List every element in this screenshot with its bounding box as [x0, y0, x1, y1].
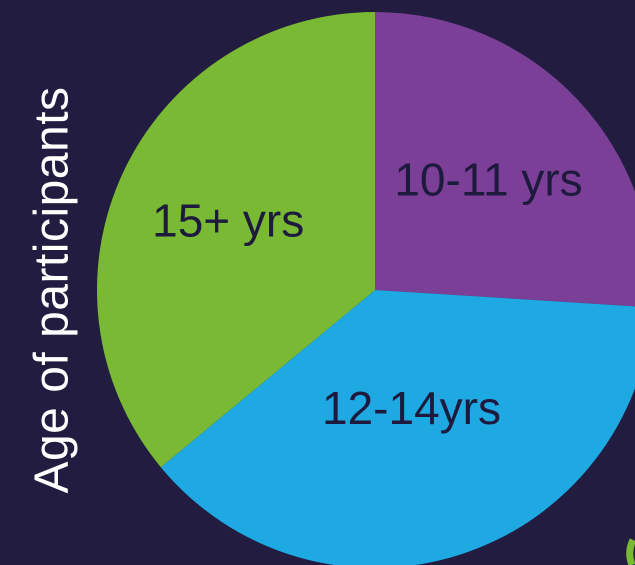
slice-label-1: 10-11 yrs — [394, 154, 582, 206]
slice-label-3: 15+ yrs — [152, 195, 304, 247]
pie-slice-2 — [160, 290, 635, 565]
decorative-arc — [626, 538, 635, 565]
pie-slice-3 — [97, 12, 376, 468]
pie-labels: 10-11 yrs 12-14yrs 15+ yrs — [152, 154, 583, 434]
pie-slice-1 — [375, 12, 635, 307]
pie-slices — [97, 12, 635, 565]
slice-label-2: 12-14yrs — [322, 382, 501, 434]
